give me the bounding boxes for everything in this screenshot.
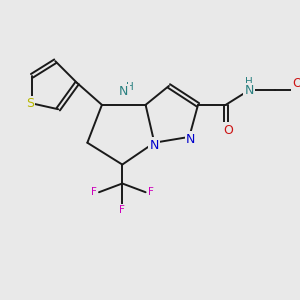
- Text: N: N: [244, 84, 254, 97]
- Text: N: N: [150, 139, 159, 152]
- Text: F: F: [148, 187, 154, 196]
- Text: N: N: [186, 133, 195, 146]
- Text: H: H: [245, 76, 253, 87]
- Text: O: O: [224, 124, 233, 137]
- Text: O: O: [292, 77, 300, 90]
- Text: F: F: [119, 205, 125, 215]
- Text: H: H: [126, 82, 134, 92]
- Text: F: F: [91, 187, 97, 196]
- Text: S: S: [26, 97, 34, 110]
- Text: N: N: [119, 85, 128, 98]
